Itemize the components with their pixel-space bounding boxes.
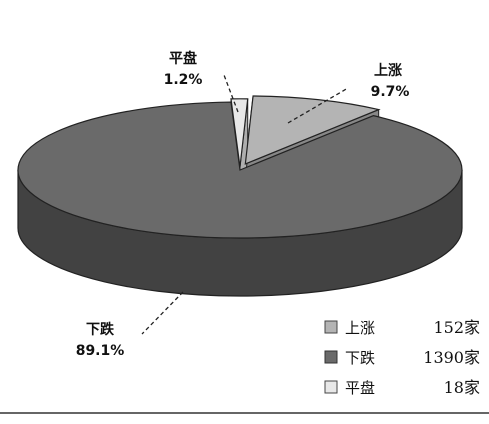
slice-label-fall-name: 下跌	[86, 322, 115, 338]
pie-slice-rise	[244, 95, 381, 165]
leader-line-fall	[141, 291, 184, 335]
legend-count-fall: 1390家	[423, 348, 480, 367]
legend-label-fall: 下跌	[345, 349, 375, 367]
legend-count-flat: 18家	[444, 378, 480, 397]
legend-label-flat: 平盘	[345, 379, 375, 397]
slice-label-fall-percent: 89.1%	[76, 343, 125, 359]
pie-slice-flat	[230, 98, 249, 167]
legend: 上涨 152家 下跌 1390家 平盘 18家	[324, 318, 480, 397]
slice-label-rise-percent: 9.7%	[371, 84, 410, 100]
legend-count-rise: 152家	[433, 318, 480, 337]
legend-swatch-fall	[324, 350, 338, 364]
legend-swatch-flat	[324, 380, 338, 394]
legend-swatch-rise	[324, 320, 338, 334]
slice-label-flat-percent: 1.2%	[164, 72, 203, 88]
pie-slice-fall	[17, 101, 463, 239]
legend-label-rise: 上涨	[345, 319, 375, 337]
slice-label-flat-name: 平盘	[169, 50, 197, 67]
pie-tops	[17, 95, 463, 239]
slice-label-rise-name: 上涨	[374, 63, 402, 79]
leader-line-rise	[287, 87, 349, 124]
